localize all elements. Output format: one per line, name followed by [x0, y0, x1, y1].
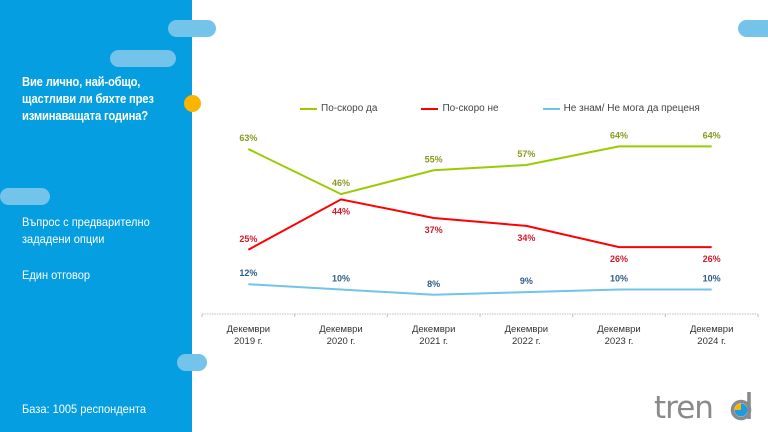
x-tick-label: Декември [690, 324, 733, 335]
data-label: 34% [517, 233, 535, 243]
x-tick-label: 2021 г. [419, 336, 448, 347]
x-tick-label: Декември [412, 324, 455, 335]
data-label: 12% [239, 268, 257, 278]
data-label: 63% [239, 133, 257, 143]
series-line-1 [247, 198, 712, 251]
x-tick-label: 2020 г. [327, 336, 356, 347]
legend-label: По-скоро не [442, 103, 499, 114]
legend-item-no: По-скоро не [421, 103, 499, 114]
decorative-pill [738, 20, 768, 37]
legend-swatch [421, 107, 439, 110]
legend-label: По-скоро да [321, 103, 378, 114]
data-label: 26% [610, 254, 628, 264]
data-label: 8% [427, 279, 440, 289]
data-label: 57% [517, 149, 535, 159]
data-label: 64% [703, 130, 721, 140]
data-label: 10% [332, 274, 350, 284]
decorative-pill [0, 188, 50, 205]
data-label: 37% [425, 225, 443, 235]
decorative-pill [177, 354, 207, 371]
data-label: 46% [332, 178, 350, 188]
chart-legend: По-скоро да По-скоро не Не знам/ Не мога… [300, 103, 734, 114]
x-tick-label: Декември [505, 324, 548, 335]
series-line-2 [248, 283, 712, 296]
data-label: 9% [520, 276, 533, 286]
decorative-pill [168, 20, 216, 37]
legend-item-yes: По-скоро да [300, 103, 377, 114]
decorative-pill [110, 50, 176, 67]
data-label: 64% [610, 130, 628, 140]
data-label: 26% [703, 254, 721, 264]
legend-swatch [542, 107, 560, 110]
legend-label: Не знам/ Не мога да преценя [563, 103, 700, 114]
x-tick-label: 2019 г. [234, 336, 263, 347]
sample-base: База: 1005 респондента [22, 402, 146, 416]
data-label: 25% [239, 234, 257, 244]
answer-type: Един отговор [22, 268, 91, 282]
sidebar-panel [0, 0, 192, 432]
decorative-dot [184, 95, 201, 112]
data-label: 55% [425, 154, 443, 164]
data-label: 10% [703, 274, 721, 284]
x-tick-label: 2023 г. [605, 336, 634, 347]
x-tick-label: 2024 г. [697, 336, 726, 347]
x-tick-label: Декември [597, 324, 640, 335]
logo-d-icon [730, 392, 752, 421]
logo-text: tren [654, 390, 713, 426]
x-tick-label: Декември [227, 324, 270, 335]
question-title: Вие лично, най-общо, щастливи ли бяхте п… [22, 75, 154, 123]
legend-item-dont-know: Не знам/ Не мога да преценя [542, 103, 700, 114]
legend-swatch [300, 107, 317, 110]
series-line-0 [247, 145, 712, 196]
trend-logo: tren [654, 390, 752, 426]
data-label: 44% [332, 206, 350, 216]
x-tick-label: 2022 г. [512, 336, 541, 347]
question-type: Въпрос с предварително зададени опции [22, 215, 150, 246]
x-tick-label: Декември [319, 324, 362, 335]
data-label: 10% [610, 274, 628, 284]
